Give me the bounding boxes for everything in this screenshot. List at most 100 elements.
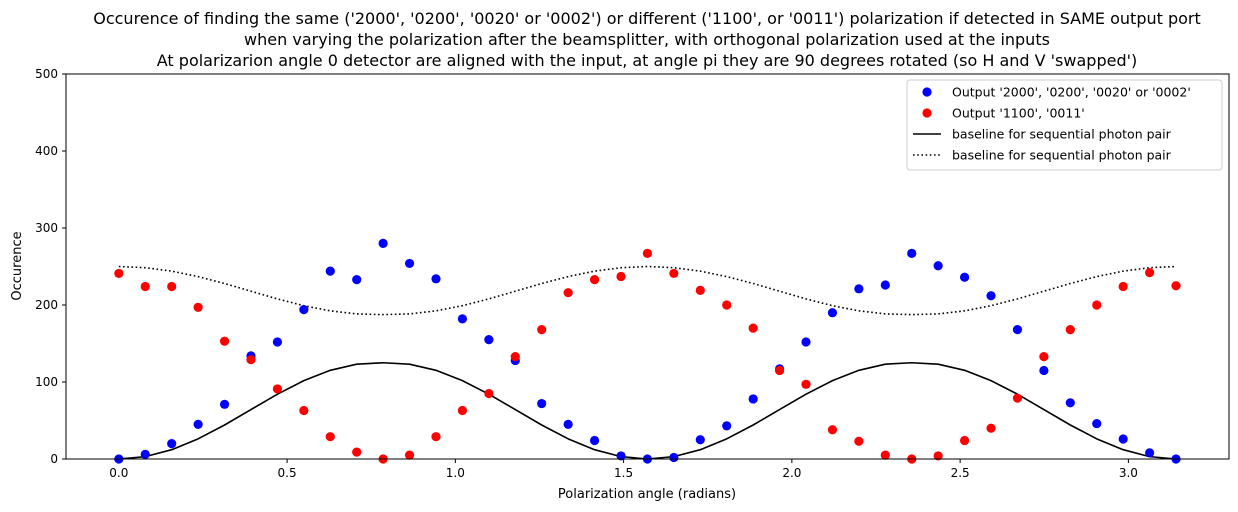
y-axis-ticks: 0 100 200 300 400 500 (35, 67, 66, 466)
different-port-point (431, 432, 441, 442)
legend-entry-different-port: Output '1100', '0011' (922, 106, 1085, 121)
different-port-point (986, 423, 996, 433)
different-port-point (246, 355, 256, 365)
same-port-point (404, 258, 415, 269)
x-axis-ticks: 0.0 0.5 1.0 1.5 2.0 2.5 3.0 (109, 459, 1138, 480)
title-line-3: At polarizarion angle 0 detector are ali… (157, 51, 1137, 70)
different-port-point (1145, 268, 1155, 278)
same-port-point (854, 284, 864, 294)
same-port-point (325, 266, 335, 276)
title-line-1: Occurence of finding the same ('2000', '… (93, 9, 1201, 28)
legend-entry-baseline-solid: baseline for sequential photon pair (913, 127, 1172, 142)
different-port-point (933, 451, 943, 461)
same-port-point (1145, 448, 1155, 458)
same-port-point (986, 291, 996, 301)
x-axis-label: Polarization angle (radians) (558, 487, 736, 502)
same-port-point (695, 435, 705, 445)
different-port-point (1171, 281, 1181, 291)
same-port-point (801, 337, 811, 347)
same-port-point (1092, 418, 1102, 429)
same-port-point (563, 419, 573, 429)
y-tick-label: 400 (35, 144, 58, 158)
different-port-point (616, 271, 626, 282)
baseline-solid-line (118, 361, 1177, 460)
y-tick-label: 500 (35, 67, 58, 81)
legend-label-same-port: Output '2000', '0200', '0020' or '0002' (952, 85, 1191, 100)
different-port-point (404, 450, 415, 460)
same-port-point (378, 238, 388, 248)
different-port-point (695, 285, 705, 295)
x-tick-label: 2.5 (951, 466, 970, 480)
different-port-point (484, 388, 494, 399)
different-port-point (854, 436, 864, 446)
same-port-point (193, 419, 203, 429)
legend-entry-same-port: Output '2000', '0200', '0020' or '0002' (922, 85, 1191, 100)
same-port-point (1012, 325, 1023, 335)
different-port-point (272, 384, 282, 394)
legend-marker-blue (922, 87, 932, 97)
legend-label-baseline-solid: baseline for sequential photon pair (952, 127, 1172, 142)
x-tick-label: 3.0 (1119, 466, 1138, 480)
different-port-point (352, 447, 362, 457)
y-tick-label: 200 (35, 298, 58, 312)
plot-frame (65, 73, 1230, 460)
same-port-point (537, 398, 547, 409)
legend: Output '2000', '0200', '0020' or '0002' … (906, 79, 1223, 171)
different-port-point (193, 302, 203, 312)
same-port-point (272, 337, 282, 347)
y-tick-label: 100 (35, 375, 58, 389)
different-port-point (114, 268, 124, 279)
different-port-point (801, 379, 811, 389)
plot-area (114, 238, 1181, 464)
different-port-point (299, 405, 309, 416)
legend-box (906, 79, 1223, 171)
same-port-point (907, 248, 917, 259)
legend-entry-baseline-dotted: baseline for sequential photon pair (913, 148, 1172, 163)
same-port-point (669, 452, 679, 463)
same-port-point (352, 274, 362, 285)
same-port-point (1039, 365, 1049, 376)
same-port-point (616, 451, 626, 461)
same-port-point (589, 435, 600, 446)
different-port-point (1065, 325, 1075, 335)
x-tick-label: 2.0 (782, 466, 801, 480)
legend-label-baseline-dotted: baseline for sequential photon pair (952, 148, 1172, 163)
different-port-point (722, 300, 732, 310)
chart-title: Occurence of finding the same ('2000', '… (93, 9, 1201, 70)
same-port-point (827, 308, 838, 318)
same-port-point (167, 439, 177, 449)
same-port-point (431, 274, 441, 284)
different-port-point (642, 248, 653, 259)
same-port-point (748, 394, 758, 404)
different-port-point (563, 288, 573, 298)
same-port-point (484, 335, 494, 345)
y-tick-label: 0 (50, 452, 58, 466)
different-port-point (960, 435, 970, 446)
x-tick-label: 1.5 (614, 466, 633, 480)
legend-label-different-port: Output '1100', '0011' (952, 106, 1085, 121)
y-tick-label: 300 (35, 221, 58, 235)
different-port-point (1012, 393, 1023, 403)
different-port-point (457, 405, 468, 416)
different-port-point (537, 325, 547, 335)
same-port-point (457, 314, 468, 324)
baseline-dotted-line (118, 265, 1177, 316)
legend-marker-red (922, 108, 932, 118)
different-port-point (140, 281, 150, 292)
same-port-point (722, 421, 732, 431)
same-port-point (1065, 398, 1075, 408)
same-port-point (140, 449, 150, 459)
same-port-point (1118, 434, 1128, 444)
different-port-point (774, 365, 785, 376)
different-port-point (219, 336, 230, 346)
x-tick-label: 0.0 (109, 466, 128, 480)
different-port-point (1092, 300, 1102, 310)
different-port-point (748, 323, 758, 333)
different-port-point (589, 274, 600, 285)
different-port-point (1039, 351, 1049, 362)
title-line-2: when varying the polarization after the … (244, 30, 1050, 49)
different-port-point (880, 450, 890, 460)
same-port-point (960, 272, 970, 282)
x-tick-label: 1.0 (446, 466, 465, 480)
different-port-point (1118, 281, 1128, 292)
